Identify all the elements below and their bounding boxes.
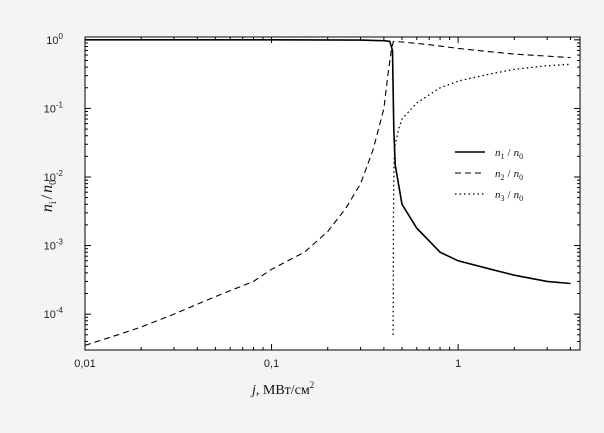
y-tick-label-exp: 0 [59,32,64,41]
y-tick-label-base: 10 [44,309,56,321]
y-tick-label-exp: -3 [56,238,64,247]
x-axis-unit-sup: 2 [310,380,315,390]
y-tick-label-base: 10 [46,35,58,47]
y-axis-n0: n [39,185,56,193]
y-tick-label: 10-4 [44,306,64,321]
y-axis-n0-sub: 0 [48,180,59,185]
y-tick-label-exp: -1 [56,100,64,109]
x-tick-label: 0,01 [74,358,95,370]
x-tick-label: 0,1 [264,358,279,370]
x-axis: 0,01 0,1 1 [74,37,571,370]
y-tick-label-base: 10 [44,172,56,184]
y-axis-n-sub: i [48,201,59,204]
series-line-2 [84,40,571,346]
y-tick-label: 10-2 [44,169,64,184]
y-axis-n: n [39,204,56,212]
y-tick-label: 100 [46,32,63,47]
series-line-3 [392,63,571,335]
plot-area [84,36,581,351]
x-tick-label: 1 [455,358,461,370]
legend-label-1: n1/n0 [495,147,523,161]
y-axis-div: / [39,194,56,199]
series-line-1 [85,38,571,285]
y-axis-title: ni/n0 [39,180,59,212]
y-tick-label-exp: -2 [56,169,64,178]
y-tick-label: 10-1 [44,100,64,115]
x-axis-var: j [250,383,256,398]
svg-text:ni/n0: ni/n0 [39,180,59,212]
series-layer [84,38,571,346]
x-axis-unit: МВт/см [263,383,310,398]
legend: n1/n0 n2/n0 n3/n0 [455,147,523,203]
y-tick-label: 10-3 [44,238,64,253]
y-tick-label-exp: -4 [56,306,64,315]
y-tick-label-base: 10 [44,241,56,253]
x-axis-title: j, МВт/см2 [250,380,314,398]
y-tick-label-base: 10 [44,103,56,115]
legend-label-3: n3/n0 [495,189,523,203]
legend-label-2: n2/n0 [495,168,523,182]
